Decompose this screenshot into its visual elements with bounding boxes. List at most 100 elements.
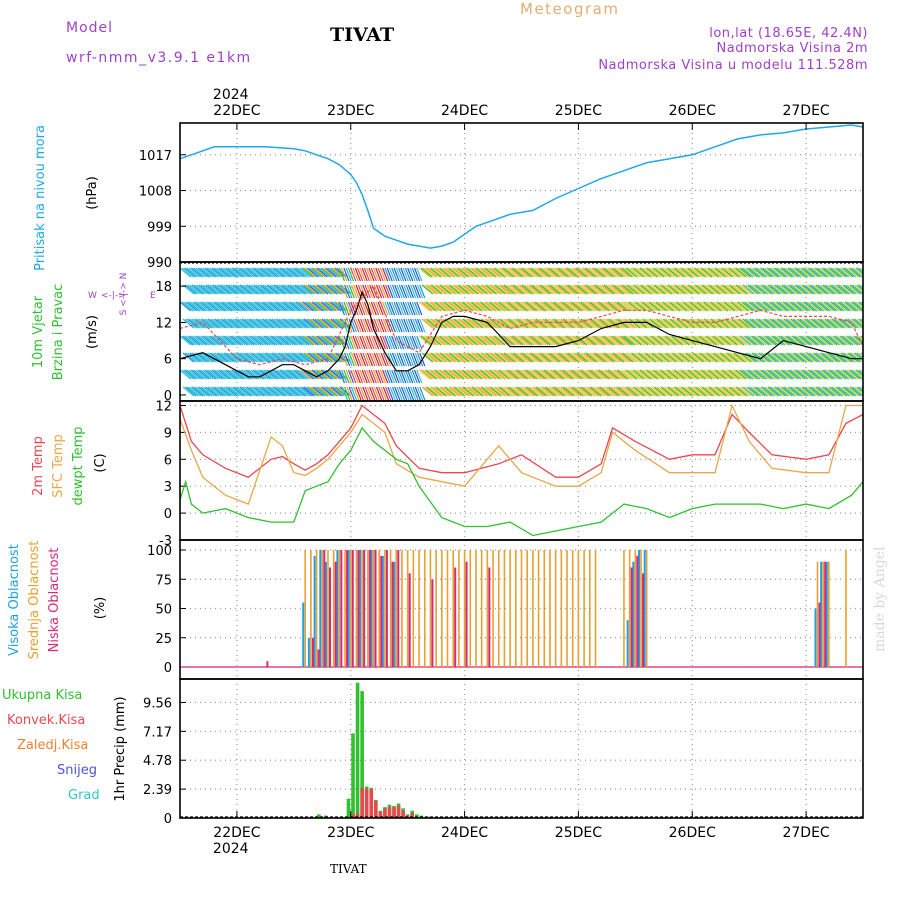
wind-barb [706, 284, 718, 295]
wind-barb [244, 386, 256, 397]
wind-barb [344, 352, 351, 367]
wind-barb [507, 369, 519, 380]
wind-barb [705, 301, 718, 312]
wind-barb [471, 267, 483, 278]
wind-barb [698, 267, 711, 278]
wind-barb [321, 386, 333, 397]
y-tick-label: 50 [155, 603, 172, 618]
wind-barb [530, 284, 543, 295]
wind-barb [713, 284, 725, 295]
wind-barb [810, 352, 823, 363]
wind-barb [806, 284, 818, 295]
wind-barb [530, 352, 543, 363]
wind-barb [568, 369, 581, 380]
wind-barb [803, 301, 815, 312]
wind-barb [380, 386, 387, 401]
wind-barb [516, 335, 529, 346]
wind-barb [794, 267, 806, 278]
wind-barb [755, 369, 768, 380]
wind-barb [817, 301, 829, 312]
wind-barb [433, 386, 445, 397]
wind-barb [441, 301, 453, 312]
wind-barb [413, 369, 421, 384]
wind-barb [407, 267, 414, 282]
wind-barb [678, 301, 690, 312]
wind-barb [829, 352, 841, 363]
wind-barb [785, 352, 798, 363]
wind-barb [751, 301, 763, 312]
wind-barb [241, 386, 254, 397]
wind-barb [337, 386, 349, 397]
wind-barb [445, 301, 458, 312]
wind-barb [540, 284, 552, 295]
wind-barb [715, 386, 727, 397]
wind-barb [851, 301, 863, 312]
wind-barb [829, 284, 841, 295]
wind-barb [252, 369, 264, 380]
wind-barb [500, 267, 513, 278]
wind-barb [247, 301, 260, 312]
pressure-ylabel-title: Pritisak na nivou mora [33, 125, 48, 271]
wind-barb [270, 335, 283, 346]
wind-barb [401, 284, 408, 299]
wind-barb [747, 352, 759, 363]
wind-barb [452, 267, 465, 278]
wind-barb [291, 369, 303, 380]
wind-barb [443, 267, 456, 278]
wind-barb [464, 267, 476, 278]
wind-barb [362, 284, 369, 299]
wind-barb [628, 301, 640, 312]
wind-barb [423, 335, 435, 346]
wind-barb [285, 386, 297, 397]
wind-barb [230, 318, 242, 329]
wind-barb [772, 284, 784, 295]
wind-barb [451, 352, 463, 363]
wind-barb [396, 284, 403, 299]
wind-barb [794, 369, 806, 380]
wind-barb [466, 301, 478, 312]
wind-barb [576, 318, 588, 329]
wind-barb [621, 335, 633, 346]
wind-barb [789, 301, 802, 312]
wind-barb [298, 386, 311, 397]
wind-barb [503, 352, 516, 363]
wind-barb [773, 369, 786, 380]
wind-barb [533, 318, 545, 329]
wind-barb [795, 284, 807, 295]
wind-barb [735, 386, 748, 397]
wind-barb [207, 284, 220, 295]
wind-barb [757, 369, 770, 380]
wind-barb [471, 386, 484, 397]
wind-barb [797, 352, 809, 363]
wind-barb [646, 267, 658, 278]
wind-barb [338, 301, 345, 316]
wind-barb [388, 301, 396, 316]
wind-barb [550, 335, 563, 346]
wind-barb [257, 318, 270, 329]
wind-barb [328, 386, 340, 397]
wind-barb [318, 301, 330, 312]
wind-barb [476, 352, 488, 363]
wind-barb [239, 352, 252, 363]
wind-barb [729, 318, 741, 329]
wind-barb [346, 352, 353, 367]
wind-barb [550, 301, 563, 312]
wind-barb [482, 267, 494, 278]
wind-barb [644, 284, 657, 295]
wind-barb [311, 369, 324, 380]
wind-barb [839, 267, 852, 278]
wind-barb [760, 386, 773, 397]
wind-barb [400, 369, 407, 384]
wind-barb [810, 318, 823, 329]
wind-barb [186, 267, 198, 278]
wind-barb [450, 369, 463, 380]
wind-barb [430, 284, 443, 295]
wind-barb [548, 369, 560, 380]
wind-barb [489, 301, 501, 312]
wind-barb [239, 318, 252, 329]
wind-barb [634, 335, 647, 346]
wind-barb [304, 301, 317, 312]
wind-barb [307, 352, 320, 363]
wind-barb [596, 267, 608, 278]
wind-barb [685, 386, 698, 397]
